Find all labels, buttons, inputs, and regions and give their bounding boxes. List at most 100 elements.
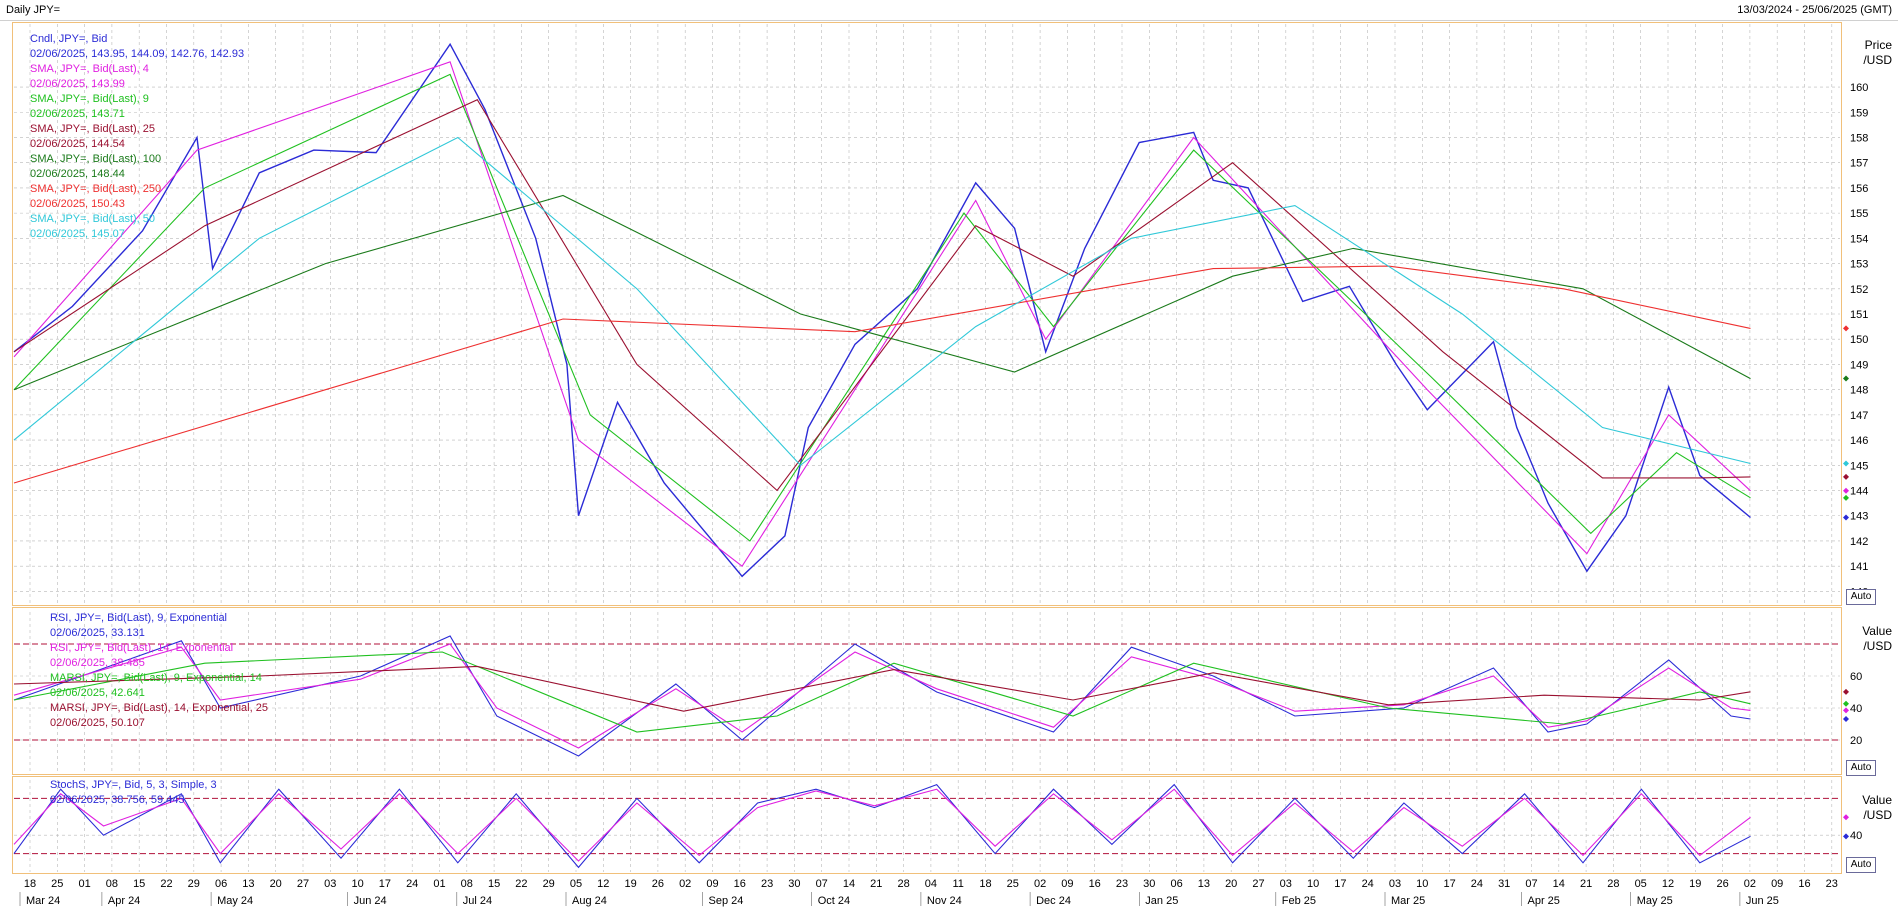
x-month-label-2: May 24 (217, 895, 253, 907)
x-day-label-7: 06 (215, 878, 227, 890)
price-series-marker-6 (1843, 460, 1849, 467)
rsi-series-1 (13, 643, 1751, 749)
x-day-label-51: 10 (1416, 878, 1428, 890)
x-day-label-13: 17 (379, 878, 391, 890)
x-month-label-13: Apr 25 (1528, 895, 1560, 907)
x-day-label-44: 20 (1225, 878, 1237, 890)
x-day-label-63: 02 (1744, 878, 1756, 890)
price-legend-name-3: SMA, JPY=, Bid(Last), 25 (30, 123, 156, 135)
chart-title: Daily JPY= (6, 4, 61, 16)
x-day-label-24: 02 (679, 878, 691, 890)
x-day-label-59: 05 (1635, 878, 1647, 890)
x-day-label-1: 25 (51, 878, 63, 890)
price-series-2 (13, 73, 1751, 542)
price-series-marker-4 (1843, 375, 1849, 382)
rsi-series-marker-3 (1843, 688, 1849, 695)
x-day-label-27: 23 (761, 878, 773, 890)
stoch-series-marker-1 (1843, 814, 1849, 821)
x-day-label-66: 23 (1826, 878, 1838, 890)
price-series-4 (13, 194, 1751, 391)
x-day-label-18: 22 (515, 878, 527, 890)
rsi-series-marker-1 (1843, 707, 1849, 714)
price-legend-value-0: 02/06/2025, 143.95, 144.09, 142.76, 142.… (30, 48, 245, 60)
x-day-label-31: 21 (870, 878, 882, 890)
price-ytick-3: 143 (1850, 511, 1868, 523)
stoch-auto-button[interactable]: Auto (1846, 857, 1876, 873)
stoch-unit-text: Value /USD (1862, 793, 1892, 822)
x-month-label-5: Aug 24 (572, 895, 607, 907)
x-day-label-19: 29 (543, 878, 555, 890)
x-month-label-10: Jan 25 (1145, 895, 1178, 907)
x-day-label-34: 11 (952, 878, 963, 890)
price-series-0 (13, 42, 1751, 578)
x-day-label-25: 09 (706, 878, 718, 890)
stochastic-legend: StochS, JPY=, Bid, 5, 3, Simple, 3 02/06/… (50, 778, 217, 808)
price-legend-name-5: SMA, JPY=, Bid(Last), 250 (30, 183, 162, 195)
x-day-label-23: 26 (652, 878, 664, 890)
rsi-legend-value-3: 02/06/2025, 50.107 (50, 717, 145, 729)
rsi-series-2 (13, 651, 1751, 733)
x-day-label-36: 25 (1007, 878, 1019, 890)
x-month-label-12: Mar 25 (1391, 895, 1425, 907)
price-ytick-7: 147 (1850, 410, 1868, 422)
price-series-1 (13, 61, 1751, 568)
x-day-label-37: 02 (1034, 878, 1046, 890)
price-ytick-19: 159 (1850, 107, 1868, 119)
price-series-marker-0 (1843, 514, 1849, 521)
x-day-label-40: 23 (1116, 878, 1128, 890)
rsi-series-3 (13, 665, 1751, 712)
x-day-label-14: 24 (406, 878, 418, 890)
x-month-label-4: Jul 24 (463, 895, 492, 907)
x-month-label-11: Feb 25 (1282, 895, 1316, 907)
price-legend-value-1: 02/06/2025, 143.99 (30, 78, 125, 90)
price-ytick-8: 148 (1850, 385, 1868, 397)
x-day-label-30: 14 (843, 878, 855, 890)
price-ytick-4: 144 (1850, 486, 1868, 498)
x-day-label-8: 13 (242, 878, 254, 890)
price-series-marker-3 (1843, 473, 1849, 480)
x-month-label-8: Nov 24 (927, 895, 962, 907)
rsi-ytick-2: 60 (1850, 671, 1862, 683)
x-day-label-60: 12 (1662, 878, 1674, 890)
x-day-label-39: 16 (1089, 878, 1101, 890)
x-month-label-6: Sep 24 (709, 895, 744, 907)
x-month-label-0: Mar 24 (26, 895, 60, 907)
x-day-label-57: 21 (1580, 878, 1592, 890)
price-legend-name-2: SMA, JPY=, Bid(Last), 9 (30, 93, 149, 105)
price-ytick-12: 152 (1850, 284, 1868, 296)
stoch-series-1 (13, 788, 1751, 862)
x-day-label-28: 30 (788, 878, 800, 890)
stoch-legend-name-0: StochS, JPY=, Bid, 5, 3, Simple, 3 (50, 779, 217, 791)
price-legend-name-1: SMA, JPY=, Bid(Last), 4 (30, 63, 149, 75)
x-month-label-1: Apr 24 (108, 895, 140, 907)
rsi-auto-button[interactable]: Auto (1846, 760, 1876, 776)
x-day-label-42: 06 (1170, 878, 1182, 890)
rsi-legend-value-2: 02/06/2025, 42.641 (50, 687, 145, 699)
price-auto-button[interactable]: Auto (1846, 589, 1876, 605)
window-title-bar: Daily JPY= 13/03/2024 - 25/06/2025 (GMT) (0, 0, 1898, 21)
x-day-label-10: 27 (297, 878, 309, 890)
x-day-label-41: 30 (1143, 878, 1155, 890)
rsi-panel[interactable] (12, 607, 1842, 775)
rsi-legend-value-1: 02/06/2025, 38.485 (50, 657, 145, 669)
price-series-3 (13, 98, 1751, 492)
price-ytick-13: 153 (1850, 259, 1868, 271)
x-day-label-32: 28 (897, 878, 909, 890)
price-ytick-5: 145 (1850, 460, 1868, 472)
date-range: 13/03/2024 - 25/06/2025 (GMT) (1737, 4, 1892, 16)
x-day-label-16: 08 (461, 878, 473, 890)
x-day-label-3: 08 (106, 878, 118, 890)
x-day-label-4: 15 (133, 878, 145, 890)
price-series-5 (13, 265, 1751, 484)
price-ytick-10: 150 (1850, 334, 1868, 346)
x-day-label-45: 27 (1252, 878, 1264, 890)
x-day-label-47: 10 (1307, 878, 1319, 890)
rsi-legend-name-0: RSI, JPY=, Bid(Last), 9, Exponential (50, 612, 228, 624)
x-day-label-35: 18 (979, 878, 991, 890)
price-series-6 (13, 136, 1751, 467)
price-ytick-6: 146 (1850, 435, 1868, 447)
rsi-legend-name-2: MARSI, JPY=, Bid(Last), 9, Exponential, … (50, 672, 262, 684)
price-legend-name-4: SMA, JPY=, Bid(Last), 100 (30, 153, 162, 165)
rsi-legend: RSI, JPY=, Bid(Last), 9, Exponential 02/0… (50, 611, 268, 731)
price-legend-name-0: Cndl, JPY=, Bid (30, 33, 108, 45)
